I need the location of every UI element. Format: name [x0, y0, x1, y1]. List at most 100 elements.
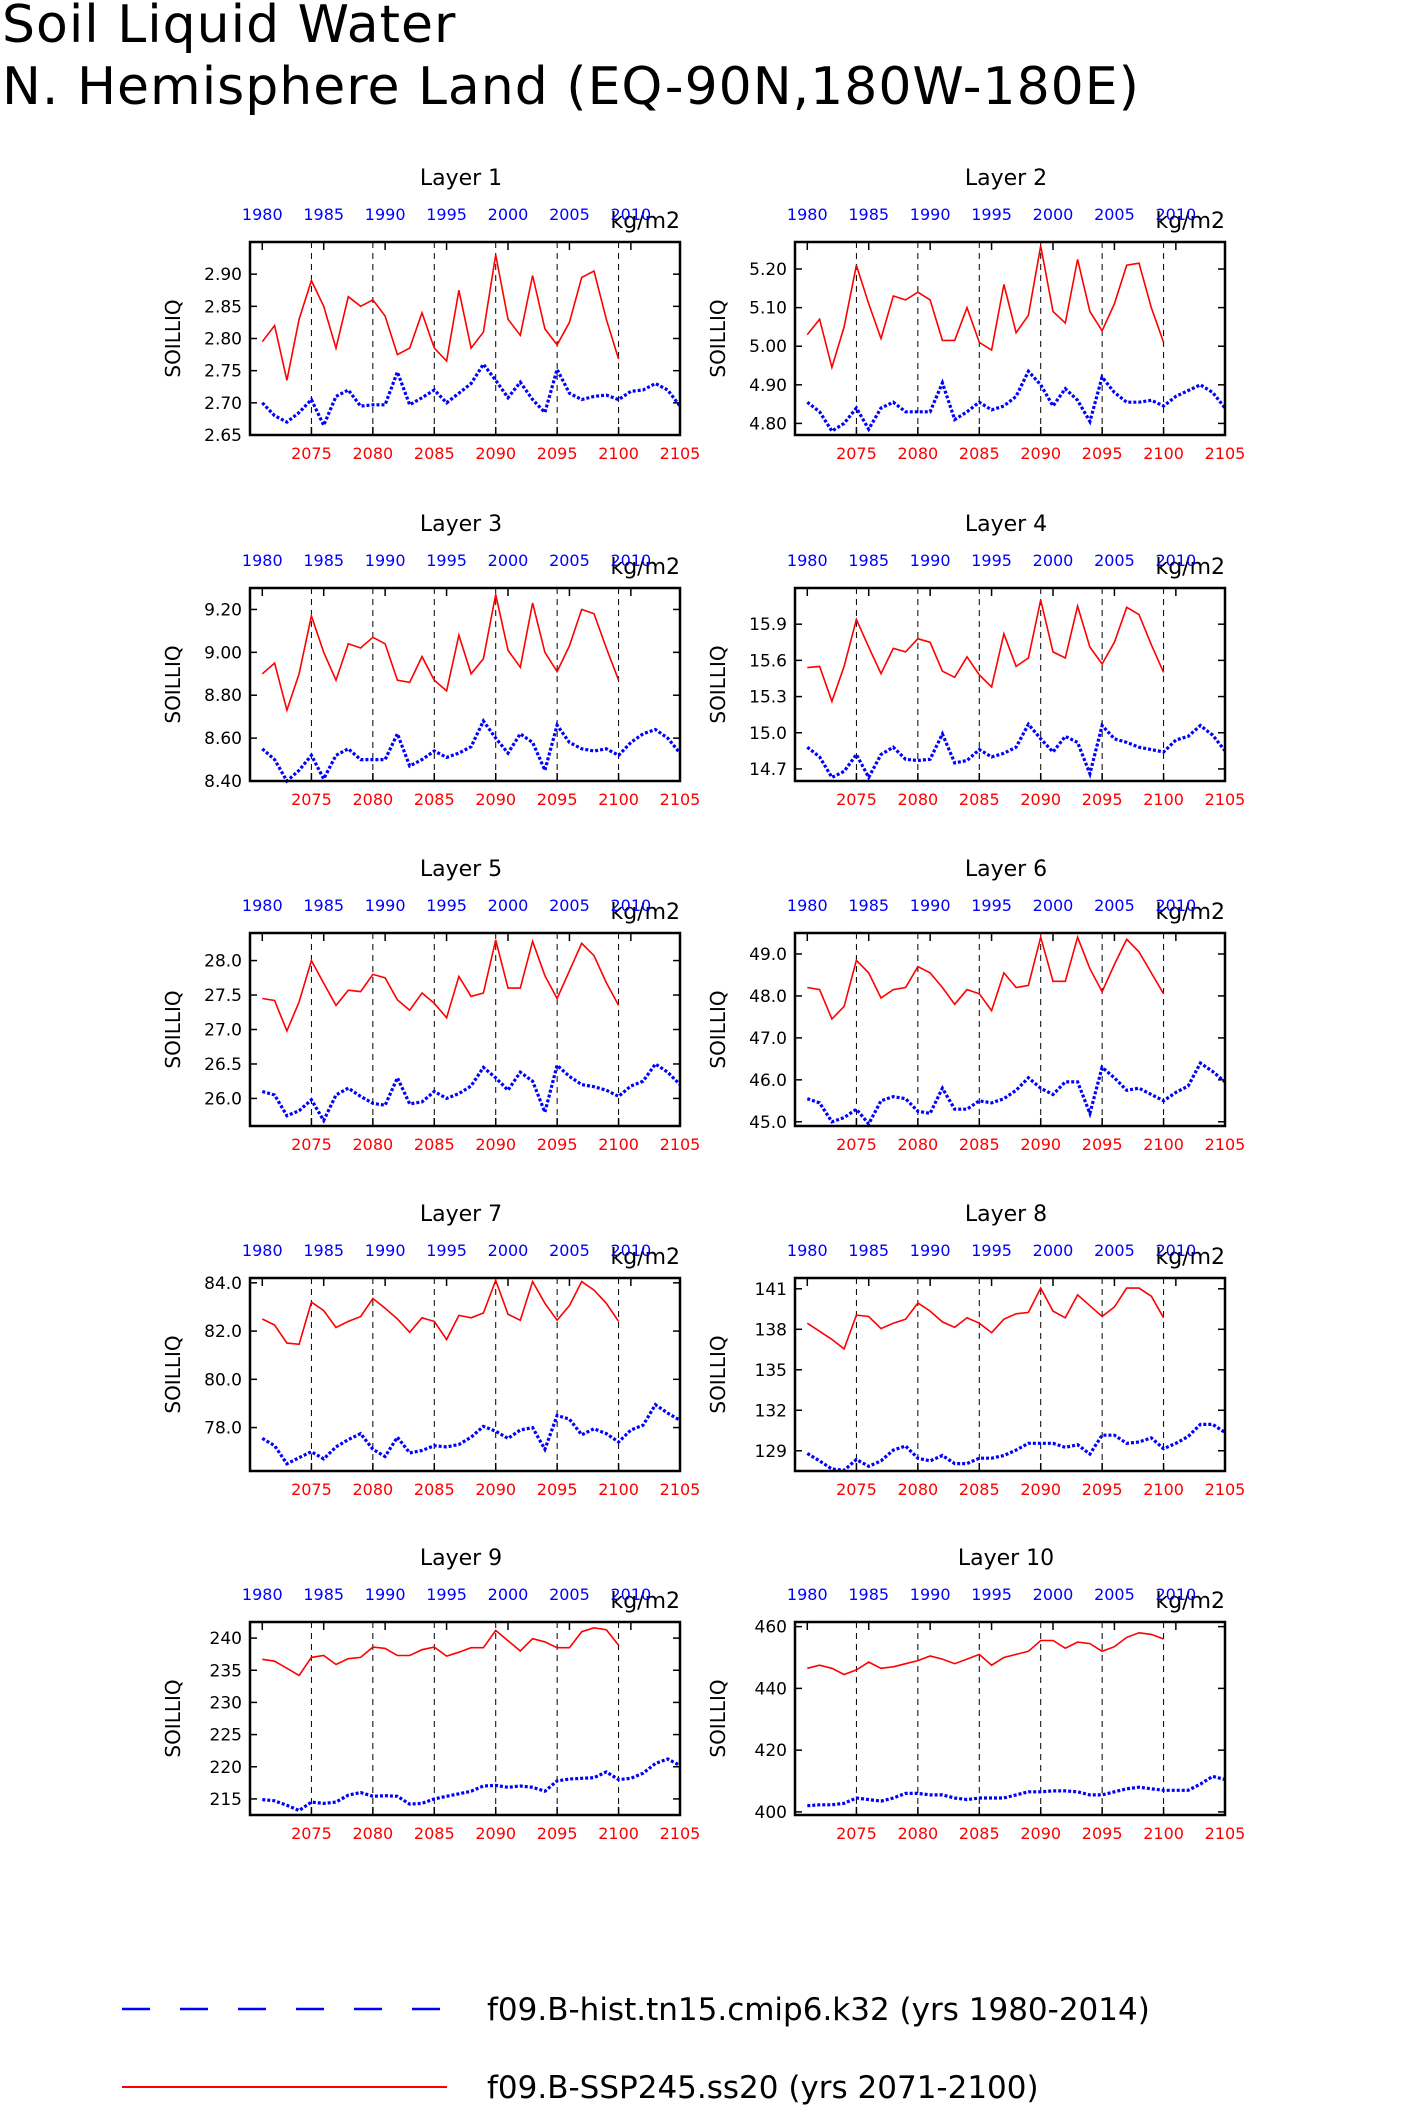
x-bottom-tick-label: 2100: [1143, 790, 1184, 809]
y-tick-label: 26.5: [204, 1055, 242, 1075]
y-tick-label: 440: [755, 1679, 787, 1699]
y-tick-label: 49.0: [749, 945, 787, 965]
series-hist-line: [261, 1402, 681, 1466]
units-label: kg/m2: [610, 1589, 680, 1614]
x-bottom-tick-label: 2090: [475, 1480, 516, 1499]
y-tick-label: 80.0: [204, 1370, 242, 1390]
plot-frame: [793, 1620, 1227, 1817]
y-tick-label: 5.20: [749, 260, 787, 280]
x-top-tick-label: 2005: [1094, 205, 1135, 224]
x-top-tick-label: 2005: [549, 1241, 590, 1260]
x-top-tick-label: 2000: [1033, 205, 1074, 224]
panel-title: Layer 10: [958, 1546, 1054, 1571]
x-bottom-tick-label: 2100: [598, 1480, 639, 1499]
x-bottom-tick-label: 2090: [1020, 1135, 1061, 1154]
x-bottom-tick-label: 2100: [598, 1135, 639, 1154]
x-top-tick-label: 1980: [787, 1585, 828, 1604]
x-top-tick-label: 1985: [848, 1585, 889, 1604]
series-future-line: [806, 245, 1165, 371]
plot-frame: [793, 1276, 1227, 1473]
y-tick-label: 84.0: [204, 1274, 242, 1294]
x-top-tick-label: 1995: [971, 1585, 1012, 1604]
y-tick-label: 15.0: [749, 724, 787, 744]
series-hist-line: [806, 721, 1227, 781]
units-label: kg/m2: [610, 555, 680, 580]
x-bottom-tick-label: 2095: [1082, 790, 1123, 809]
panel-layer-4: Layer 4 kg/m2 SOILLIQ 14.7 15.0 15.3 15.6 15.9 2…: [706, 512, 1245, 809]
x-top-tick-label: 2010: [1155, 896, 1196, 915]
x-bottom-tick-label: 2105: [1205, 1135, 1246, 1154]
x-bottom-tick-label: 2105: [660, 1824, 701, 1843]
legend-future-label: f09.B-SSP245.ss20 (yrs 2071-2100): [487, 2070, 1039, 2106]
x-top-tick-label: 1980: [242, 551, 283, 570]
plot-frame: [248, 1620, 682, 1817]
y-tick-label: 46.0: [749, 1071, 787, 1091]
y-tick-label: 48.0: [749, 987, 787, 1007]
x-top-tick-label: 1980: [787, 896, 828, 915]
x-top-tick-label: 2005: [549, 551, 590, 570]
x-bottom-tick-label: 2105: [660, 790, 701, 809]
plot-frame: [248, 586, 682, 783]
series-future-line: [262, 938, 620, 1033]
x-bottom-tick-label: 2100: [1143, 1135, 1184, 1154]
panel-layer-9: Layer 9 kg/m2 SOILLIQ 215 220 225 230 235 240 207…: [161, 1546, 700, 1843]
x-top-tick-label: 2000: [1033, 551, 1074, 570]
y-tick-label: 2.80: [204, 330, 242, 350]
y-tick-label: 26.0: [204, 1089, 242, 1109]
x-bottom-tick-label: 2080: [352, 790, 393, 809]
x-top-tick-label: 2005: [1094, 1241, 1135, 1260]
y-tick-label: 138: [755, 1320, 787, 1340]
x-bottom-tick-label: 2075: [291, 1480, 332, 1499]
legend: f09.B-hist.tn15.cmip6.k32 (yrs 1980-2014…: [122, 1992, 1150, 2106]
x-bottom-tick-label: 2095: [537, 1480, 578, 1499]
x-bottom-tick-label: 2105: [660, 1480, 701, 1499]
series-future-line: [261, 594, 620, 714]
series-hist-line: [261, 361, 682, 430]
x-bottom-tick-label: 2085: [959, 1480, 1000, 1499]
y-tick-label: 27.0: [204, 1021, 242, 1041]
x-bottom-tick-label: 2095: [1082, 1824, 1123, 1843]
plot-frame: [248, 931, 682, 1128]
x-bottom-tick-label: 2080: [352, 1135, 393, 1154]
x-top-tick-label: 1990: [910, 1241, 951, 1260]
series-future-line: [261, 254, 620, 381]
x-top-tick-label: 1990: [365, 896, 406, 915]
x-top-tick-label: 2010: [610, 205, 651, 224]
y-axis-label: SOILLIQ: [161, 990, 185, 1068]
x-bottom-tick-label: 2085: [414, 1824, 455, 1843]
y-tick-label: 4.90: [749, 376, 787, 396]
x-bottom-tick-label: 2085: [959, 444, 1000, 463]
x-bottom-tick-label: 2080: [897, 1135, 938, 1154]
x-bottom-tick-label: 2100: [598, 790, 639, 809]
units-label: kg/m2: [610, 900, 680, 925]
x-bottom-tick-label: 2090: [1020, 1480, 1061, 1499]
y-tick-label: 220: [210, 1758, 242, 1778]
x-top-tick-label: 2010: [1155, 1585, 1196, 1604]
x-bottom-tick-label: 2095: [1082, 1480, 1123, 1499]
y-tick-label: 460: [755, 1618, 787, 1638]
x-top-tick-label: 2000: [488, 1585, 529, 1604]
panel-title: Layer 6: [965, 857, 1047, 882]
x-bottom-tick-label: 2085: [414, 1480, 455, 1499]
panel-title: Layer 9: [420, 1546, 502, 1571]
panel-title: Layer 2: [965, 166, 1047, 191]
panel-title: Layer 3: [420, 512, 502, 537]
x-top-tick-label: 1980: [242, 205, 283, 224]
series-hist-line: [262, 1757, 681, 1813]
x-bottom-tick-label: 2075: [836, 790, 877, 809]
y-tick-label: 8.80: [204, 686, 242, 706]
x-top-tick-label: 1995: [426, 896, 467, 915]
x-top-tick-label: 2000: [1033, 1585, 1074, 1604]
x-bottom-tick-label: 2100: [598, 1824, 639, 1843]
x-top-tick-label: 1985: [303, 896, 344, 915]
y-tick-label: 8.60: [204, 729, 242, 749]
plot-frame: [793, 931, 1227, 1128]
x-top-tick-label: 1990: [910, 896, 951, 915]
y-axis-label: SOILLIQ: [161, 1679, 185, 1757]
x-bottom-tick-label: 2105: [660, 1135, 701, 1154]
y-tick-label: 15.3: [749, 688, 787, 708]
figure-title-line-2: N. Hemisphere Land (EQ-90N,180W-180E): [2, 57, 1140, 117]
y-tick-label: 27.5: [204, 986, 242, 1006]
x-top-tick-label: 1995: [971, 551, 1012, 570]
